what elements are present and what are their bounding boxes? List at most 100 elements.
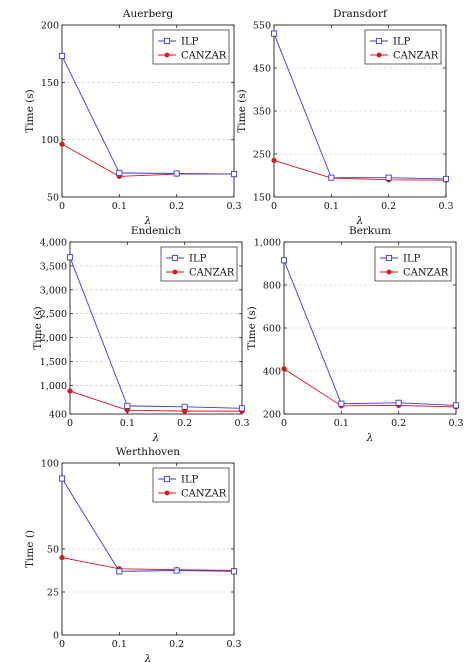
y-tick-label: 3,000 [40, 285, 67, 296]
legend: ILP CANZAR [152, 467, 230, 503]
legend-marker-ilp [163, 37, 171, 45]
series-line-canzar [283, 368, 457, 408]
legend: ILP CANZAR [152, 29, 230, 65]
legend-label: ILP [393, 37, 411, 48]
legend: ILP CANZAR [374, 246, 452, 282]
x-tick-label: 0.1 [324, 201, 339, 212]
y-tick-label: 800 [263, 281, 281, 292]
legend-box [152, 467, 230, 503]
data-point-ilp [181, 403, 188, 410]
legend-marker-canzar [164, 490, 170, 496]
legend-label: CANZAR [181, 489, 227, 500]
y-tick-label: 50 [47, 545, 59, 556]
x-tick-label: 0.2 [169, 639, 184, 650]
legend-marker-canzar [172, 269, 178, 275]
y-tick-label: 2,000 [40, 333, 67, 344]
series-line-ilp [283, 260, 457, 406]
y-axis-label: Time (s) [236, 89, 248, 132]
legend-marker-canzar [164, 52, 170, 58]
x-tick-label: 0 [59, 639, 65, 650]
x-tick-label: 0.3 [234, 418, 249, 429]
data-point-ilp [173, 567, 180, 574]
x-tick-label: 0.3 [226, 201, 241, 212]
legend-marker-ilp [375, 37, 383, 45]
y-tick-label: 100 [41, 459, 59, 470]
y-tick-label: 200 [263, 410, 281, 421]
data-point-ilp [238, 405, 246, 412]
data-point-canzar [59, 141, 65, 147]
y-tick-label: 1,000 [254, 238, 281, 249]
panel-title: Werthhoven [116, 446, 180, 458]
y-tick-label: 550 [253, 21, 271, 32]
y-axis-label: Time (s) [246, 306, 258, 349]
plot-frame [69, 241, 243, 415]
data-point-ilp [230, 171, 238, 178]
data-point-ilp [58, 52, 66, 60]
x-tick-label: 0.1 [334, 418, 349, 429]
y-tick-label: 100 [41, 135, 59, 146]
legend-label: ILP [181, 475, 199, 486]
series-line-canzar [61, 557, 235, 571]
series-line-ilp [69, 257, 243, 409]
data-point-ilp [280, 257, 288, 264]
x-tick-label: 0 [271, 201, 277, 212]
data-point-canzar [59, 554, 65, 561]
panel-title: Berkum [349, 225, 391, 237]
y-tick-label: 2,500 [40, 309, 67, 320]
y-tick-label: 200 [41, 21, 59, 32]
x-tick-label: 0 [281, 418, 287, 429]
legend: ILP CANZAR [364, 29, 442, 65]
data-point-ilp [385, 174, 392, 181]
legend-marker-canzar [376, 52, 382, 58]
data-point-ilp [270, 30, 278, 37]
data-point-ilp [116, 169, 123, 176]
y-tick-label: 0 [53, 631, 59, 642]
x-tick-label: 0.2 [169, 201, 184, 212]
data-point-ilp [338, 400, 345, 407]
panel-title: Dransdorf [333, 8, 388, 20]
legend-box [160, 246, 238, 282]
y-tick-label: 150 [41, 78, 59, 89]
legend-box [364, 29, 442, 65]
legend-label: CANZAR [189, 268, 235, 279]
x-tick-label: 0.1 [120, 418, 135, 429]
y-axis-label: Time (s) [32, 306, 44, 349]
y-axis-label: Time () [24, 530, 36, 568]
legend-label: ILP [403, 254, 421, 265]
series-line-ilp [61, 478, 235, 572]
x-axis-label: λ [144, 653, 152, 662]
data-point-ilp [116, 568, 123, 575]
data-point-ilp [442, 175, 450, 182]
data-point-ilp [58, 475, 66, 482]
legend-box [152, 29, 230, 65]
data-point-ilp [328, 174, 335, 181]
y-tick-label: 450 [253, 64, 271, 75]
x-tick-label: 0.3 [226, 639, 241, 650]
chart-panel-5: 0 25 50 100 0 0.1 0.2 0.3 Werthhoven λ Time () ILP C… [24, 446, 242, 662]
y-tick-label: 1,500 [40, 357, 67, 368]
series-line-ilp [273, 33, 447, 180]
y-tick-label: 350 [253, 107, 271, 118]
y-tick-label: 50 [47, 193, 59, 204]
x-tick-label: 0 [67, 418, 73, 429]
series-line-ilp [61, 55, 235, 175]
legend-label: CANZAR [181, 51, 227, 62]
chart-panel-4: 200 400 600 800 1,000 0 0.1 0.2 0.3 Berkum λ Time (… [246, 225, 464, 444]
panel-title: Endenich [131, 225, 181, 237]
y-tick-label: 250 [253, 150, 271, 161]
y-tick-label: 25 [47, 588, 59, 599]
legend-marker-canzar [386, 269, 392, 275]
data-point-ilp [66, 254, 74, 261]
y-tick-label: 3,500 [40, 261, 67, 272]
x-axis-label: λ [366, 432, 374, 444]
y-axis-label: Time (s) [24, 89, 36, 132]
x-tick-label: 0.2 [381, 201, 396, 212]
x-tick-label: 0 [59, 201, 65, 212]
x-tick-label: 0.3 [448, 418, 463, 429]
series-line-canzar [273, 160, 447, 181]
x-tick-label: 0.1 [112, 201, 127, 212]
y-tick-label: 150 [253, 193, 271, 204]
chart-panel-3: 400 1,000 1,500 2,000 2,500 3,000 3,500 4,000 0 0… [32, 225, 250, 444]
y-tick-label: 400 [49, 410, 67, 421]
